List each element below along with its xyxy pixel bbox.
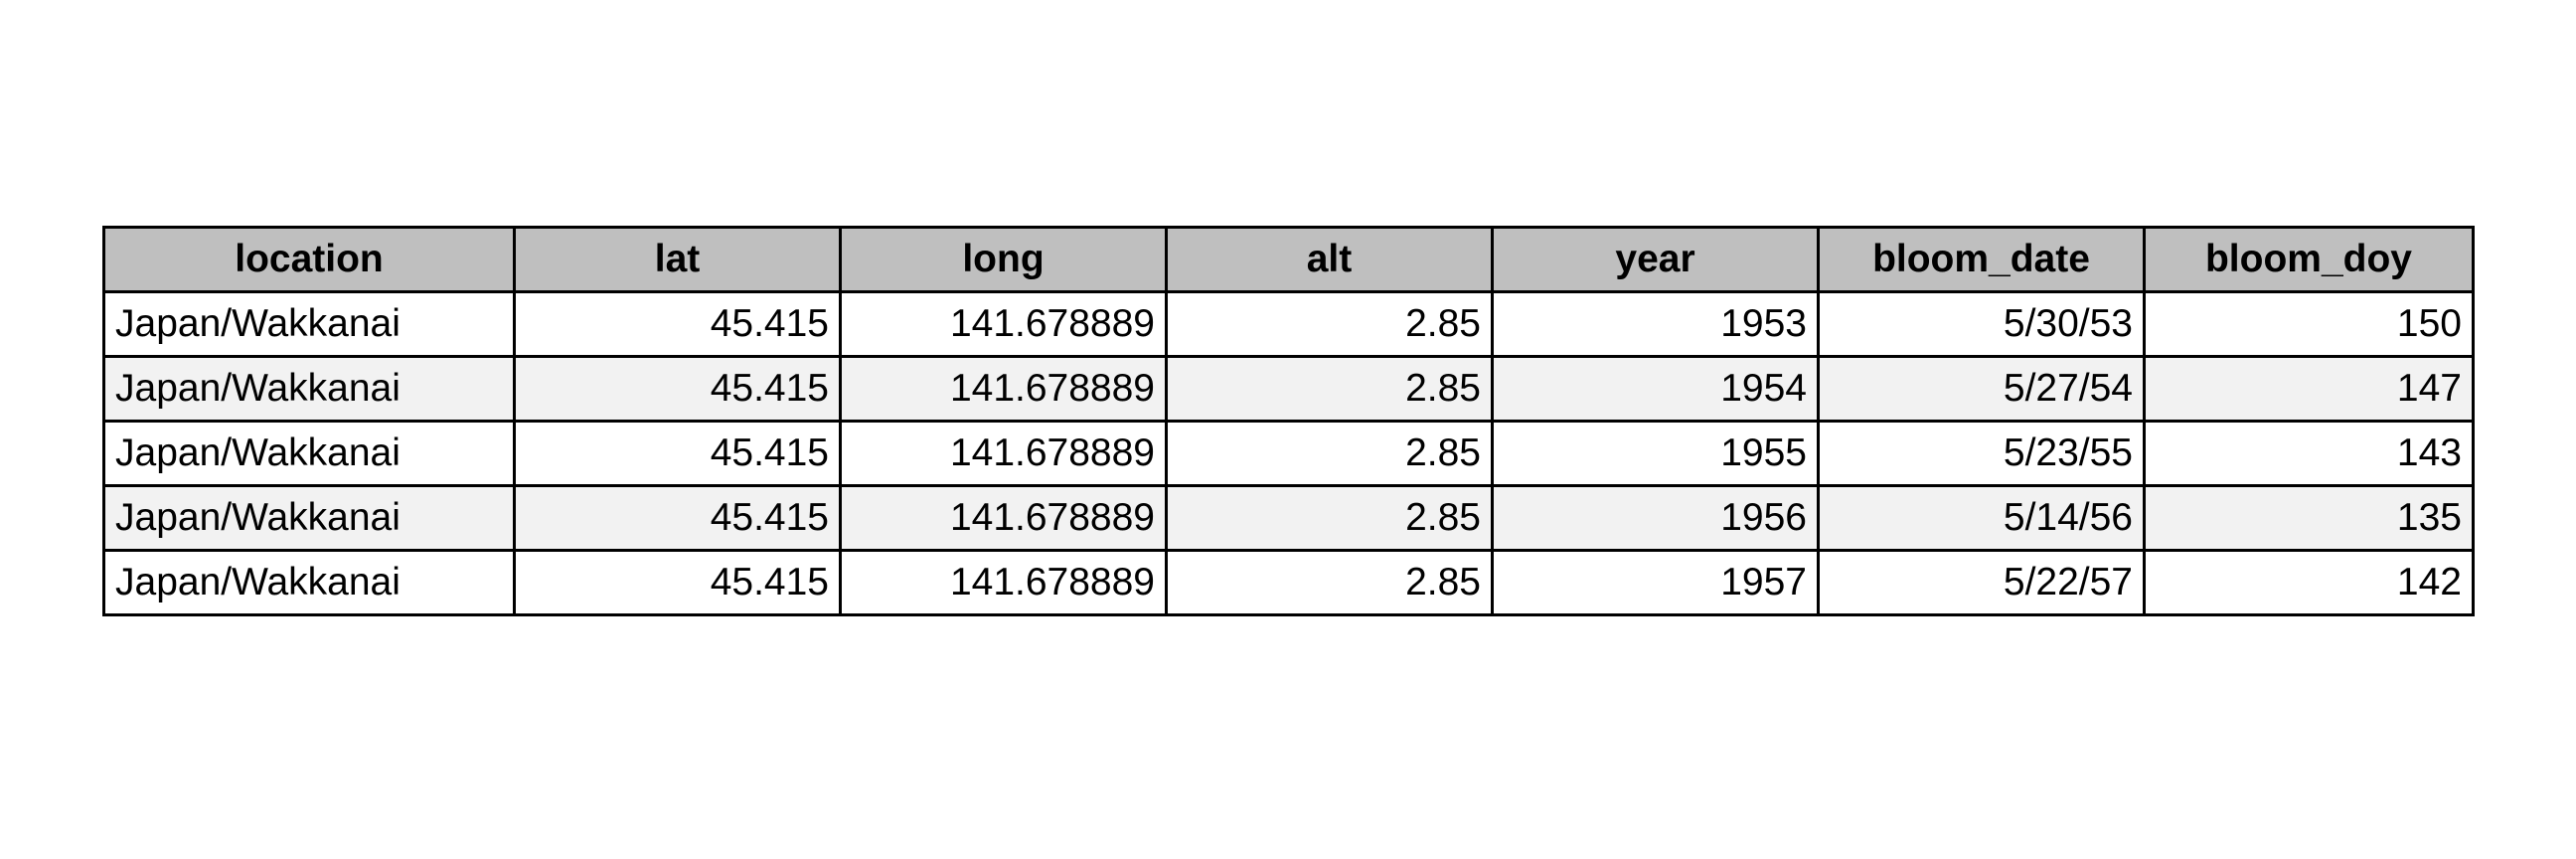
cell-bloom-date: 5/27/54 — [1817, 355, 2146, 423]
cell-lat: 45.415 — [513, 420, 842, 487]
cell-bloom-doy: 150 — [2143, 290, 2475, 358]
cell-location: Japan/Wakkanai — [102, 484, 516, 552]
cell-year: 1953 — [1491, 290, 1820, 358]
cell-bloom-date: 5/23/55 — [1817, 420, 2146, 487]
cell-year: 1955 — [1491, 420, 1820, 487]
table-row: Japan/Wakkanai 45.415 141.678889 2.85 19… — [102, 290, 2475, 358]
cell-location: Japan/Wakkanai — [102, 420, 516, 487]
cell-location: Japan/Wakkanai — [102, 290, 516, 358]
cell-year: 1956 — [1491, 484, 1820, 552]
column-header-bloom-date: bloom_date — [1817, 226, 2146, 293]
cell-bloom-doy: 147 — [2143, 355, 2475, 423]
cell-location: Japan/Wakkanai — [102, 549, 516, 616]
cell-long: 141.678889 — [839, 355, 1168, 423]
cell-lat: 45.415 — [513, 484, 842, 552]
cell-long: 141.678889 — [839, 290, 1168, 358]
cell-bloom-doy: 135 — [2143, 484, 2475, 552]
cell-location: Japan/Wakkanai — [102, 355, 516, 423]
table-row: Japan/Wakkanai 45.415 141.678889 2.85 19… — [102, 484, 2475, 552]
cell-alt: 2.85 — [1165, 484, 1494, 552]
cell-lat: 45.415 — [513, 355, 842, 423]
cell-bloom-date: 5/22/57 — [1817, 549, 2146, 616]
cell-alt: 2.85 — [1165, 549, 1494, 616]
cell-lat: 45.415 — [513, 290, 842, 358]
cell-long: 141.678889 — [839, 484, 1168, 552]
cell-year: 1954 — [1491, 355, 1820, 423]
data-table-container: location lat long alt year bloom_date bl… — [102, 226, 2475, 616]
cell-alt: 2.85 — [1165, 420, 1494, 487]
column-header-alt: alt — [1165, 226, 1494, 293]
cell-long: 141.678889 — [839, 420, 1168, 487]
column-header-year: year — [1491, 226, 1820, 293]
table-header-row: location lat long alt year bloom_date bl… — [102, 226, 2475, 293]
cell-bloom-doy: 142 — [2143, 549, 2475, 616]
column-header-bloom-doy: bloom_doy — [2143, 226, 2475, 293]
table-row: Japan/Wakkanai 45.415 141.678889 2.85 19… — [102, 420, 2475, 487]
column-header-lat: lat — [513, 226, 842, 293]
cell-lat: 45.415 — [513, 549, 842, 616]
data-table: location lat long alt year bloom_date bl… — [102, 226, 2475, 616]
table-row: Japan/Wakkanai 45.415 141.678889 2.85 19… — [102, 355, 2475, 423]
cell-bloom-date: 5/30/53 — [1817, 290, 2146, 358]
column-header-long: long — [839, 226, 1168, 293]
cell-bloom-doy: 143 — [2143, 420, 2475, 487]
cell-alt: 2.85 — [1165, 290, 1494, 358]
cell-alt: 2.85 — [1165, 355, 1494, 423]
table-row: Japan/Wakkanai 45.415 141.678889 2.85 19… — [102, 549, 2475, 616]
cell-bloom-date: 5/14/56 — [1817, 484, 2146, 552]
column-header-location: location — [102, 226, 516, 293]
cell-year: 1957 — [1491, 549, 1820, 616]
cell-long: 141.678889 — [839, 549, 1168, 616]
